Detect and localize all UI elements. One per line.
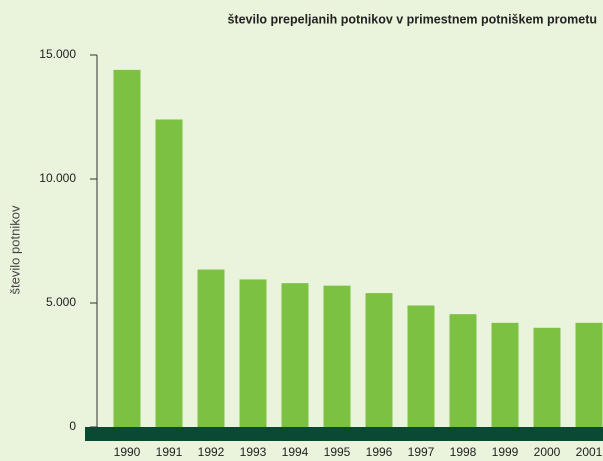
bar xyxy=(239,279,267,427)
bar xyxy=(323,285,351,427)
x-tick-label: 1992 xyxy=(198,445,225,459)
bar xyxy=(533,327,561,427)
x-tick-label: 1994 xyxy=(282,445,309,459)
bar xyxy=(407,305,435,427)
bar xyxy=(113,69,141,427)
x-tick-label: 1999 xyxy=(492,445,519,459)
bar xyxy=(365,293,393,427)
y-axis-label: število potnikov xyxy=(7,205,22,294)
y-tick-label: 10.000 xyxy=(39,171,76,185)
y-tick-label: 5.000 xyxy=(46,295,76,309)
x-tick-label: 1996 xyxy=(366,445,393,459)
bar xyxy=(491,322,519,427)
bar xyxy=(575,322,603,427)
y-tick-label: 15.000 xyxy=(39,47,76,61)
bar xyxy=(281,283,309,427)
x-tick-label: 1993 xyxy=(240,445,267,459)
x-tick-label: 2000 xyxy=(534,445,561,459)
x-tick-label: 1998 xyxy=(450,445,477,459)
bar xyxy=(197,269,225,427)
bar xyxy=(449,314,477,427)
x-tick-label: 1997 xyxy=(408,445,435,459)
x-tick-label: 1995 xyxy=(324,445,351,459)
bar xyxy=(155,119,183,427)
x-tick-label: 1991 xyxy=(156,445,183,459)
y-tick-label: 0 xyxy=(69,419,76,433)
x-tick-label: 2001 xyxy=(576,445,603,459)
chart-title: število prepeljanih potnikov v primestne… xyxy=(227,12,597,26)
baseline-band xyxy=(85,427,603,441)
x-tick-label: 1990 xyxy=(114,445,141,459)
